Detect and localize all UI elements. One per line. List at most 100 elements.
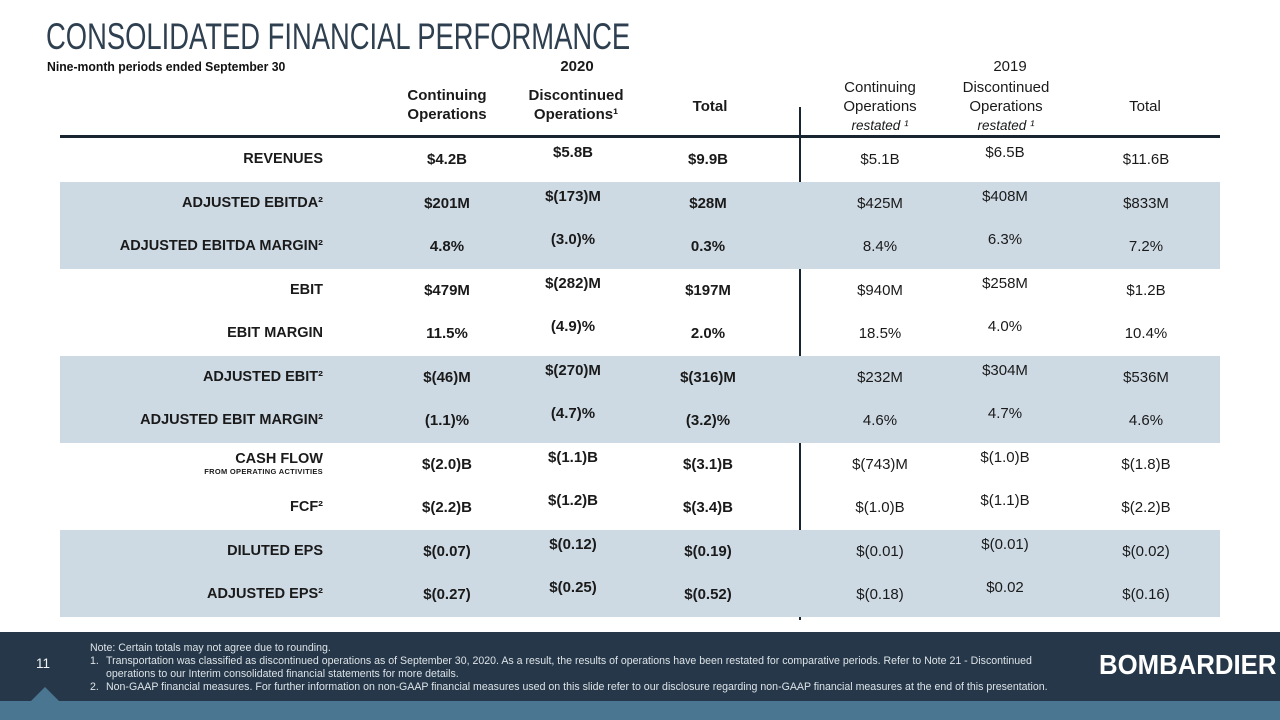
cell-value: $201M (424, 194, 470, 212)
cell-value: 4.6% (862, 412, 898, 430)
cell-value: $1.2B (1126, 281, 1166, 299)
period-subtitle: Nine-month periods ended September 30 (47, 59, 286, 74)
rounding-note: Note: Certain totals may not agree due t… (90, 642, 331, 654)
cell-value: 7.2% (1128, 238, 1164, 256)
cell-value: $197M (685, 281, 731, 299)
cell-value: $(3.1)B (682, 455, 734, 473)
row-label: EBIT MARGIN (227, 325, 323, 342)
row-label: DILUTED EPS (227, 542, 323, 559)
cell-value: $(316)M (680, 368, 736, 386)
cell-value: $5.1B (860, 151, 900, 169)
row-label: ADJUSTED EBITDA² (182, 194, 323, 211)
row-label: ADJUSTED EBITDA MARGIN² (119, 238, 323, 255)
table-row: EBIT $479M $(282)M $197M $940M $258M $1.2B (60, 269, 1220, 313)
row-label: ADJUSTED EBIT MARGIN² (140, 412, 323, 429)
cell-value: 4.0% (987, 318, 1023, 336)
table-row: REVENUES $4.2B $5.8B $9.9B $5.1B $6.5B $11.6B (60, 138, 1220, 182)
cell-value: 4.6% (1128, 412, 1164, 430)
cell-value: 0.3% (690, 238, 726, 256)
cell-value: $(2.0)B (421, 455, 473, 473)
column-header-2019-total: Total (1129, 98, 1161, 115)
column-header-2019-discontinued: Discontinued Operations restated ¹ (940, 78, 1072, 134)
table-body: REVENUES $4.2B $5.8B $9.9B $5.1B $6.5B $11.6B A… (60, 138, 1220, 617)
column-header-2019-continuing: Continuing Operations restated ¹ (820, 78, 940, 134)
cell-value: $(1.1)B (547, 448, 599, 466)
cell-value: $(0.18) (856, 586, 904, 604)
footnote-1: 1. Transportation was classified as disc… (90, 655, 1032, 681)
cell-value: $(1.0)B (855, 499, 905, 517)
table-row: FCF² $(2.2)B $(1.2)B $(3.4)B $(1.0)B $(1.1)B $… (60, 486, 1220, 530)
table-row: DILUTED EPS $(0.07) $(0.12) $(0.19) $(0.01) $… (60, 529, 1220, 573)
footer-strip (0, 701, 1280, 720)
cell-value: $940M (857, 281, 903, 299)
cell-value: 2.0% (690, 325, 726, 343)
cell-value: $408M (982, 187, 1028, 205)
cell-value: $(1.1)B (980, 492, 1030, 510)
year-group-2020: 2020 (560, 58, 594, 75)
cell-value: 8.4% (862, 238, 898, 256)
cell-value: $(173)M (545, 187, 601, 205)
row-label: EBIT (289, 281, 323, 298)
cell-value: $(1.0)B (980, 448, 1030, 466)
cell-value: $(0.16) (1122, 586, 1170, 604)
footer-notch-triangle (31, 687, 59, 701)
cell-value: $9.9B (687, 151, 729, 169)
cell-value: 18.5% (858, 325, 902, 343)
cell-value: $11.6B (1122, 151, 1170, 169)
table-row: CASH FLOW FROM OPERATING ACTIVITIES $(2.0)… (60, 443, 1220, 487)
cell-value: 11.5% (426, 325, 468, 343)
cell-value: 4.8% (429, 238, 465, 256)
restated-note: restated ¹ (977, 118, 1035, 134)
cell-value: 4.7% (987, 405, 1023, 423)
cell-value: $(2.2)B (1121, 499, 1171, 517)
cell-value: $232M (857, 368, 903, 386)
cell-value: $(0.52) (684, 586, 732, 604)
cell-value: $5.8B (552, 144, 594, 162)
column-header-2020-discontinued: Discontinued Operations¹ (528, 87, 624, 124)
cell-value: $(270)M (545, 361, 601, 379)
column-header-2020-continuing: Continuing Operations (407, 87, 487, 124)
table-row: ADJUSTED EBITDA MARGIN² 4.8% (3.0)% 0.3% 8.4… (60, 225, 1220, 269)
cell-value: $(743)M (852, 455, 908, 473)
page-number: 11 (36, 656, 51, 671)
cell-value: $6.5B (985, 144, 1025, 162)
table-row: ADJUSTED EBIT² $(46)M $(270)M $(316)M $232M $… (60, 355, 1220, 399)
cell-value: $(282)M (545, 274, 601, 292)
cell-value: $(1.2)B (547, 492, 599, 510)
year-group-2019: 2019 (993, 58, 1027, 75)
cell-value: (3.2)% (685, 412, 731, 430)
cell-value: $(2.2)B (421, 499, 473, 517)
row-label: ADJUSTED EPS² (206, 586, 323, 603)
cell-value: (4.7)% (550, 405, 596, 423)
cell-value: $258M (982, 274, 1028, 292)
column-header-2020-total: Total (692, 98, 728, 115)
cell-value: $833M (1123, 194, 1169, 212)
table-row: ADJUSTED EPS² $(0.27) $(0.25) $(0.52) $(0.18… (60, 573, 1220, 617)
cell-value: (4.9)% (550, 318, 596, 336)
cell-value: $479M (424, 281, 470, 299)
cell-value: $28M (689, 194, 727, 212)
cell-value: $304M (982, 361, 1028, 379)
cell-value: (1.1)% (424, 412, 470, 430)
row-label: REVENUES (243, 151, 323, 168)
footnotes-block: Note: Certain totals may not agree due t… (90, 642, 1075, 694)
cell-value: $(1.8)B (1121, 455, 1171, 473)
page-title: CONSOLIDATED FINANCIAL PERFORMANCE (46, 16, 631, 57)
cell-value: $425M (857, 194, 903, 212)
table-top-rule (60, 135, 1220, 138)
table-row: EBIT MARGIN 11.5% (4.9)% 2.0% 18.5% 4.0% 10.4% (60, 312, 1220, 356)
cell-value: $(0.01) (856, 542, 904, 560)
cell-value: $(0.02) (1122, 542, 1170, 560)
cell-value: $(0.12) (549, 535, 597, 553)
cell-value: $(0.07) (423, 542, 471, 560)
cell-value: 10.4% (1124, 325, 1168, 343)
cell-value: $(46)M (423, 368, 471, 386)
cell-value: $536M (1123, 368, 1169, 386)
cell-value: $0.02 (986, 579, 1024, 597)
row-label: FCF² (289, 499, 323, 516)
cell-value: $4.2B (426, 151, 468, 169)
cell-value: $(0.01) (981, 535, 1029, 553)
cell-value: $(3.4)B (682, 499, 734, 517)
restated-note: restated ¹ (851, 118, 909, 134)
row-label: CASH FLOW FROM OPERATING ACTIVITIES (204, 451, 323, 477)
